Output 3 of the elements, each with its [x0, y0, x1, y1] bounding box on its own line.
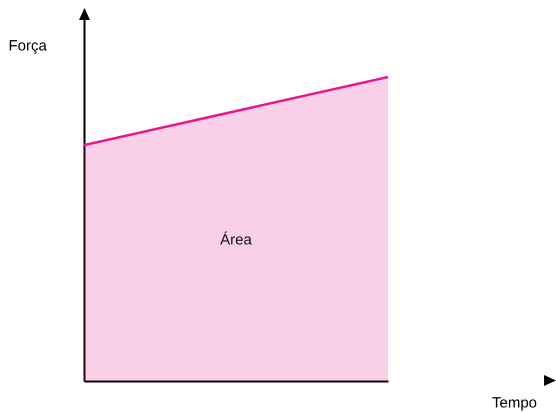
- y-axis-title: Força: [8, 38, 48, 54]
- annotation: Área: [220, 230, 252, 248]
- x-axis-title: Tempo: [492, 394, 538, 412]
